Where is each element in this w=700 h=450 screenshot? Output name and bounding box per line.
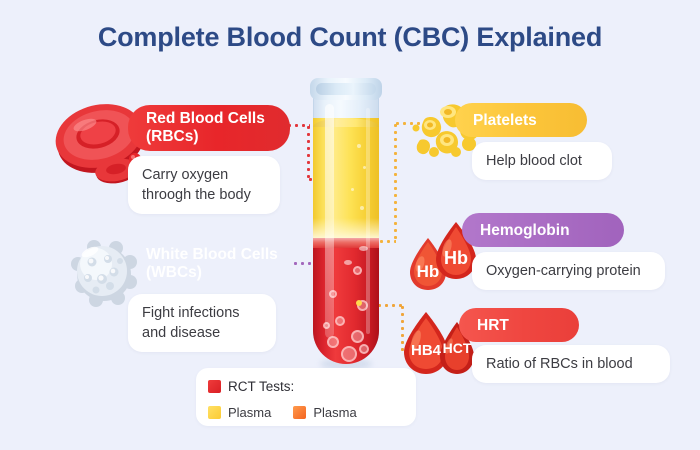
plasma-bubble — [357, 144, 361, 148]
legend-swatch-rct — [208, 379, 221, 393]
hrt-title: HRT — [477, 316, 509, 334]
hrt-label[interactable]: HRT — [459, 308, 579, 342]
connector-rbc-horizontal-top — [286, 124, 310, 127]
red-blood-cell-icon — [55, 104, 145, 173]
legend-swatch-plasma-orange — [293, 405, 307, 419]
legend-title-label: RCT Tests: — [228, 378, 295, 394]
red-cell — [353, 266, 362, 275]
red-cell-highlight — [359, 246, 368, 251]
legend-label-plasma-orange: Plasma — [313, 404, 357, 420]
hemoglobin-title: Hemoglobin — [480, 221, 570, 239]
wbc-title: White Blood Cells — [146, 246, 278, 263]
tube-glass-highlight-right — [366, 108, 370, 334]
legend-label-plasma-yellow: Plasma — [228, 404, 272, 420]
red-cell — [327, 336, 339, 348]
page-title: Complete Blood Count (CBC) Explained — [97, 22, 603, 52]
red-cell-highlight — [356, 300, 362, 306]
legend-swatch-plasma-yellow — [208, 405, 221, 419]
white-blood-cell-icon — [71, 240, 137, 307]
wbc-subtitle: (WBCs) — [146, 264, 202, 281]
legend-items-row: Plasma Plasma — [208, 402, 404, 422]
platelets-title: Platelets — [473, 111, 537, 129]
plasma-bubble — [351, 188, 354, 191]
connector-hrt-vertical — [401, 304, 404, 354]
legend-title-item: RCT Tests: — [208, 379, 294, 394]
legend-item-plasma-yellow: Plasma — [208, 405, 271, 420]
hemoglobin-label[interactable]: Hemoglobin — [462, 213, 624, 247]
connector-platelets-vertical — [394, 122, 397, 242]
hrt-description: Ratio of RBCs in blood — [472, 345, 670, 383]
red-cell — [359, 344, 369, 354]
connector-hrt-horizontal — [376, 304, 404, 307]
plasma-layer — [313, 118, 379, 238]
hemoglobin-description: Oxygen-carrying protein — [472, 252, 665, 290]
red-cell — [341, 346, 357, 362]
connector-platelets-horizontal-bottom — [378, 240, 396, 243]
red-cell — [351, 330, 364, 343]
white-blood-cells-description: Fight infections and disease — [128, 294, 276, 352]
red-cell-layer — [313, 238, 379, 364]
red-blood-cells-description: Carry oxygen throogh the body — [128, 156, 280, 214]
blood-sample-test-tube — [310, 78, 382, 370]
connector-rbc-vertical — [307, 124, 310, 180]
layer-interface — [313, 238, 379, 248]
platelets-description: Help blood clot — [472, 142, 612, 180]
plasma-bubble — [360, 206, 364, 210]
tube-opening — [316, 83, 376, 95]
red-cell-highlight — [344, 260, 352, 265]
platelets-label[interactable]: Platelets — [455, 103, 587, 137]
tube-body — [313, 88, 379, 364]
rbc-title: Red Blood Cells — [146, 110, 265, 127]
rbc-subtitle: (RBCs) — [146, 128, 199, 145]
plasma-bubble — [363, 166, 366, 169]
connector-platelets-horizontal-top — [394, 122, 424, 125]
white-blood-cells-label[interactable]: White Blood Cells (WBCs) — [128, 241, 295, 287]
legend-title-row: RCT Tests: — [208, 376, 404, 396]
legend-item-plasma-orange: Plasma — [293, 404, 357, 420]
tube-glass-highlight — [325, 104, 334, 338]
red-blood-cells-label[interactable]: Red Blood Cells (RBCs) — [128, 105, 290, 151]
plasma-surface — [313, 118, 379, 127]
legend: RCT Tests: Plasma Plasma — [196, 368, 416, 426]
red-cell — [335, 316, 345, 326]
tube-rim — [310, 78, 382, 100]
